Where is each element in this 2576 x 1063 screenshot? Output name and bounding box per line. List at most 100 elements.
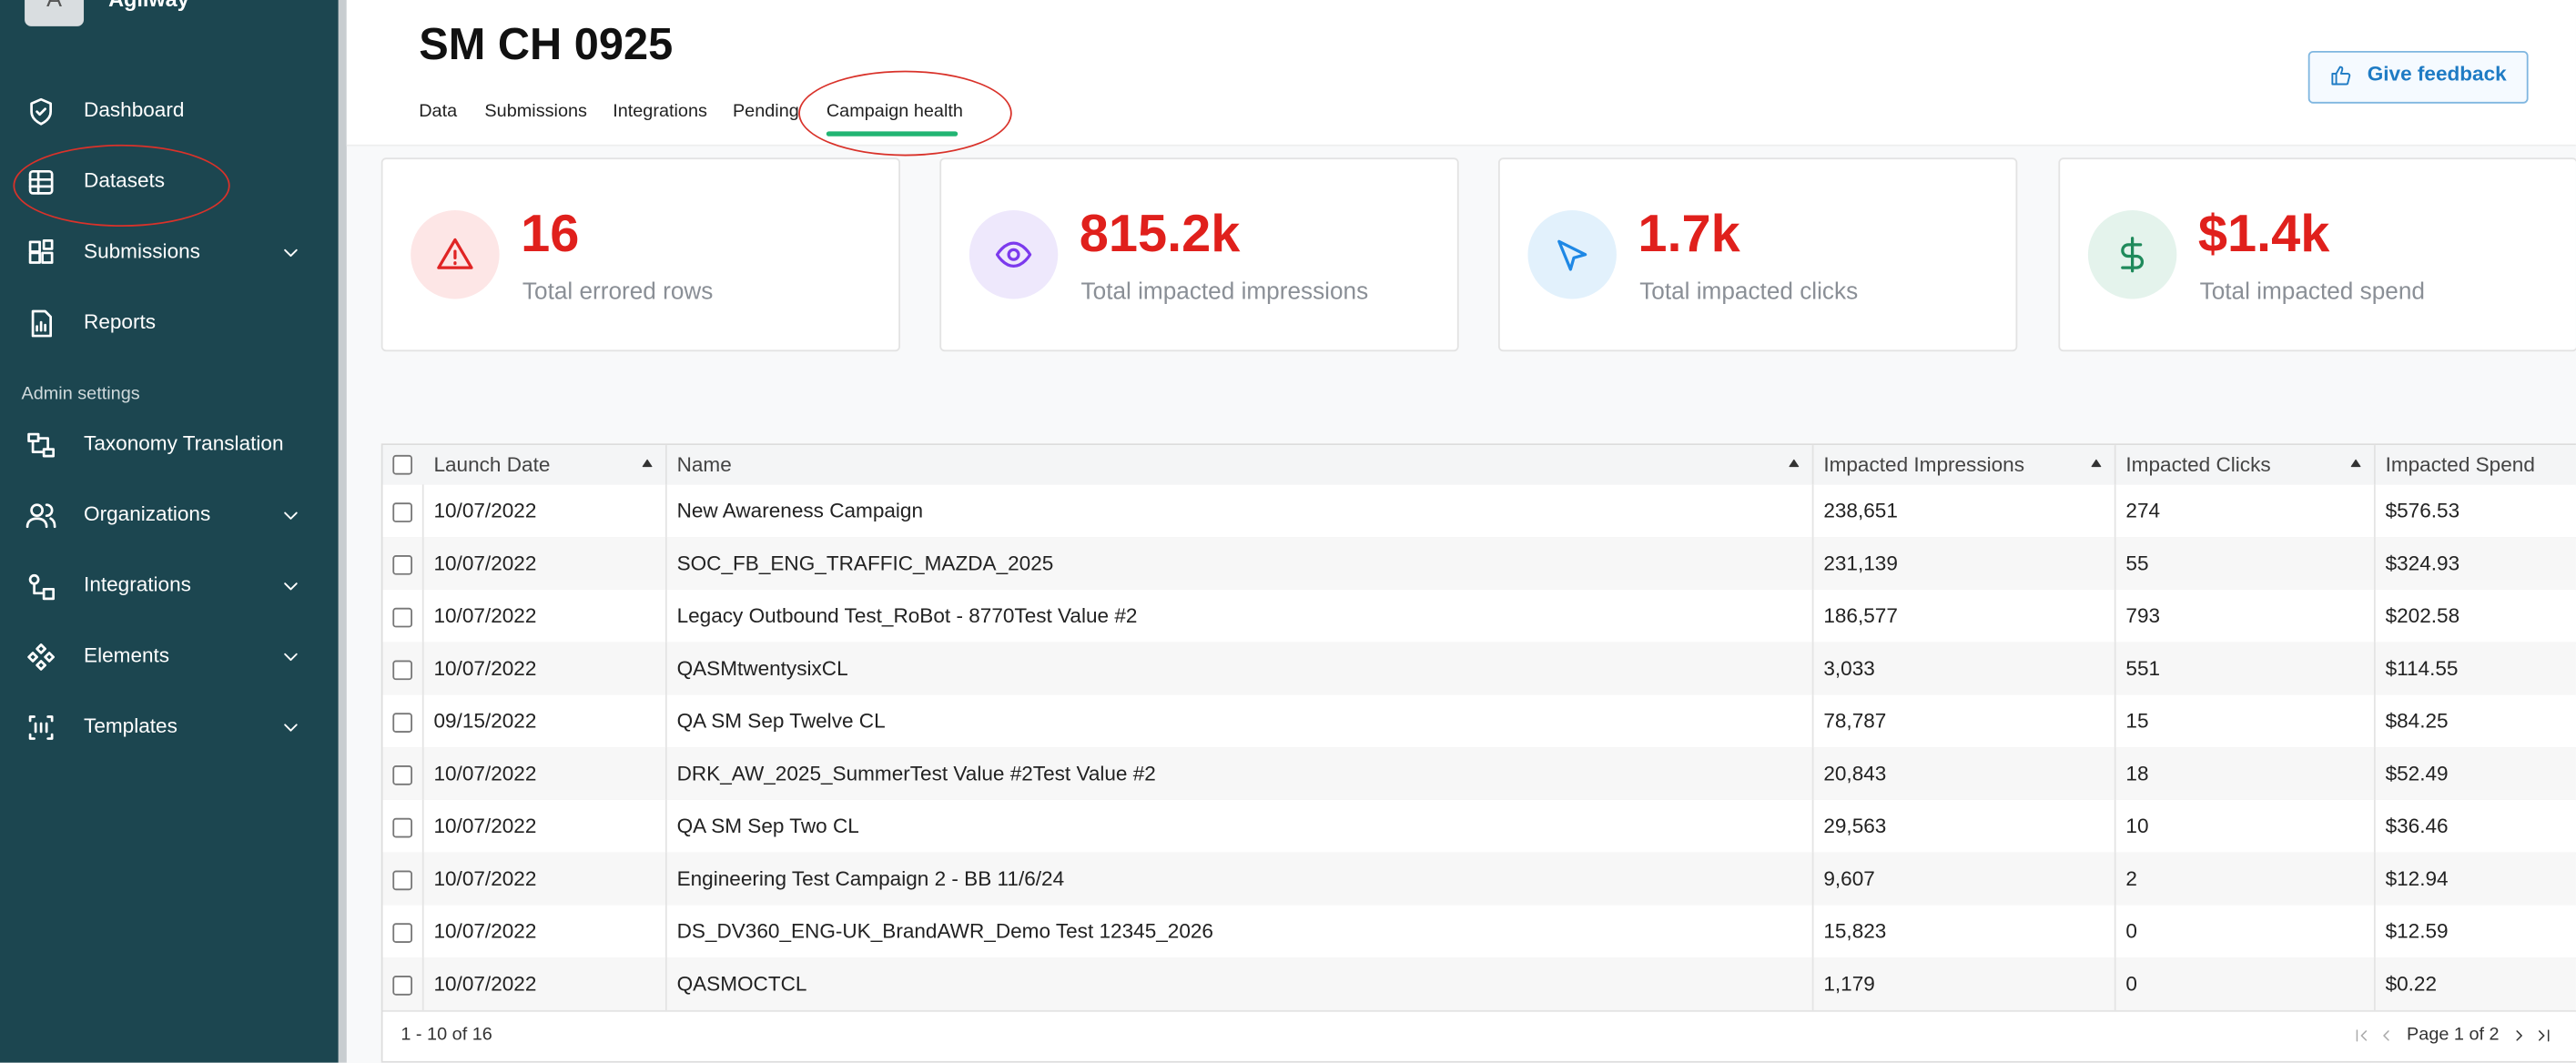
header-checkbox[interactable] (392, 454, 413, 475)
table-cell: SOC_FB_ENG_TRAFFIC_MAZDA_2025 (667, 537, 1814, 590)
table-cell: 10/07/2022 (424, 957, 667, 1010)
first-page (2356, 1029, 2368, 1042)
stat-icon-part (437, 238, 473, 269)
cell-border (421, 642, 424, 695)
brand: Agilway (108, 0, 189, 12)
table-cell: 10 (2116, 799, 2376, 853)
table-cell: $324.93 (2376, 537, 2576, 590)
cell-border (421, 957, 424, 1010)
prev-page (2383, 1030, 2389, 1041)
tab[interactable]: Data (419, 101, 458, 122)
table-cell: QASMtwentysixCL (667, 642, 1814, 695)
header (346, 0, 2576, 147)
sort-icon (2350, 459, 2361, 468)
nav-icon-part (42, 448, 56, 458)
nav-icon-part (27, 643, 56, 671)
table-cell: 15 (2116, 694, 2376, 748)
table-cell: 10/07/2022 (424, 799, 667, 853)
sort-icon (2091, 459, 2102, 468)
table-cell: 29,563 (1813, 799, 2116, 853)
page-indicator: Page 1 of 2 (2407, 1025, 2500, 1045)
prev-page-part (2383, 1030, 2389, 1041)
table-cell: 0 (2116, 957, 2376, 1010)
nav-icon (30, 97, 53, 126)
table-cell: 231,139 (1813, 537, 2116, 590)
row-checkbox[interactable] (392, 817, 413, 838)
table-row (382, 957, 2576, 1012)
sort-icon (642, 459, 653, 468)
stat-label: Total impacted impressions (1080, 278, 1369, 306)
stat-label: Total impacted spend (2199, 278, 2425, 306)
tab[interactable]: Submissions (484, 101, 587, 122)
feedback-button[interactable] (2307, 50, 2529, 104)
table-cell: 09/15/2022 (424, 694, 667, 748)
last-page (2539, 1029, 2550, 1042)
table-cell: 793 (2116, 589, 2376, 643)
row-checkbox[interactable] (392, 713, 413, 733)
stat-icon-part (1007, 248, 1020, 261)
chevron-part (284, 724, 298, 732)
table-cell: DRK_AW_2025_SummerTest Value #2Test Valu… (667, 747, 1814, 800)
nav-icon-part (28, 715, 54, 740)
column-header[interactable]: Launch Date (424, 445, 667, 485)
nav-icon (27, 432, 56, 458)
row-checkbox[interactable] (392, 870, 413, 891)
nav-item[interactable] (13, 294, 325, 353)
nav-label: Taxonomy Translation (84, 431, 284, 455)
chevron-part (284, 582, 298, 591)
table-cell: 10/07/2022 (424, 852, 667, 906)
table-cell: New Awareness Campaign (667, 484, 1814, 538)
chevron (284, 653, 298, 662)
nav-icon-part (41, 251, 54, 264)
nav-label: Elements (84, 643, 170, 667)
nav-icon-part (33, 582, 46, 595)
nav-icon-part (28, 573, 40, 585)
row-checkbox[interactable] (392, 660, 413, 681)
table-cell: 238,651 (1813, 484, 2116, 538)
sort-icon (1789, 459, 1800, 468)
nav-icon-part (28, 251, 41, 264)
tab[interactable]: Integrations (613, 101, 707, 122)
nav-icon (28, 573, 56, 601)
row-checkbox[interactable] (392, 607, 413, 628)
last-page-part (2539, 1029, 2550, 1042)
table-cell: $12.59 (2376, 905, 2576, 957)
nav-icon-part (28, 240, 41, 253)
column-header[interactable]: Impacted Clicks (2116, 445, 2376, 485)
table-row (382, 799, 2576, 855)
column-header[interactable]: Impacted Impressions (1813, 445, 2116, 485)
chevron (284, 511, 298, 520)
table-cell: 9,607 (1813, 852, 2116, 906)
row-checkbox[interactable] (392, 502, 413, 522)
table-cell: 78,787 (1813, 694, 2116, 748)
stat-value: 16 (521, 203, 580, 263)
row-checkbox[interactable] (392, 976, 413, 996)
scrollbar (338, 0, 347, 1063)
nav-icon-part (35, 107, 46, 116)
table-cell: 20,843 (1813, 747, 2116, 800)
row-checkbox[interactable] (392, 765, 413, 785)
table-row (382, 694, 2576, 749)
row-checkbox[interactable] (392, 923, 413, 943)
table-cell: 10/07/2022 (424, 484, 667, 538)
nav-icon (25, 503, 56, 529)
tab[interactable]: Campaign health (826, 101, 963, 122)
nav-icon (27, 643, 56, 671)
table-cell: Engineering Test Campaign 2 - BB 11/6/24 (667, 852, 1814, 906)
chevron-part (284, 653, 298, 662)
column-header[interactable]: Name (667, 445, 1814, 485)
column-header[interactable]: Impacted Spend (2376, 445, 2576, 484)
table-cell: $0.22 (2376, 957, 2576, 1010)
stat-icon (1557, 239, 1587, 271)
row-checkbox[interactable] (392, 555, 413, 575)
nav-label: Integrations (84, 572, 191, 597)
stat-value: 815.2k (1079, 203, 1241, 263)
annotation-ellipse (13, 144, 230, 228)
table-cell: 3,033 (1813, 642, 2116, 695)
table-cell: QA SM Sep Two CL (667, 799, 1814, 853)
tab[interactable]: Pending (732, 101, 799, 122)
chevron (284, 248, 298, 258)
tab-underline (826, 131, 958, 137)
stat-icon (2121, 237, 2145, 273)
